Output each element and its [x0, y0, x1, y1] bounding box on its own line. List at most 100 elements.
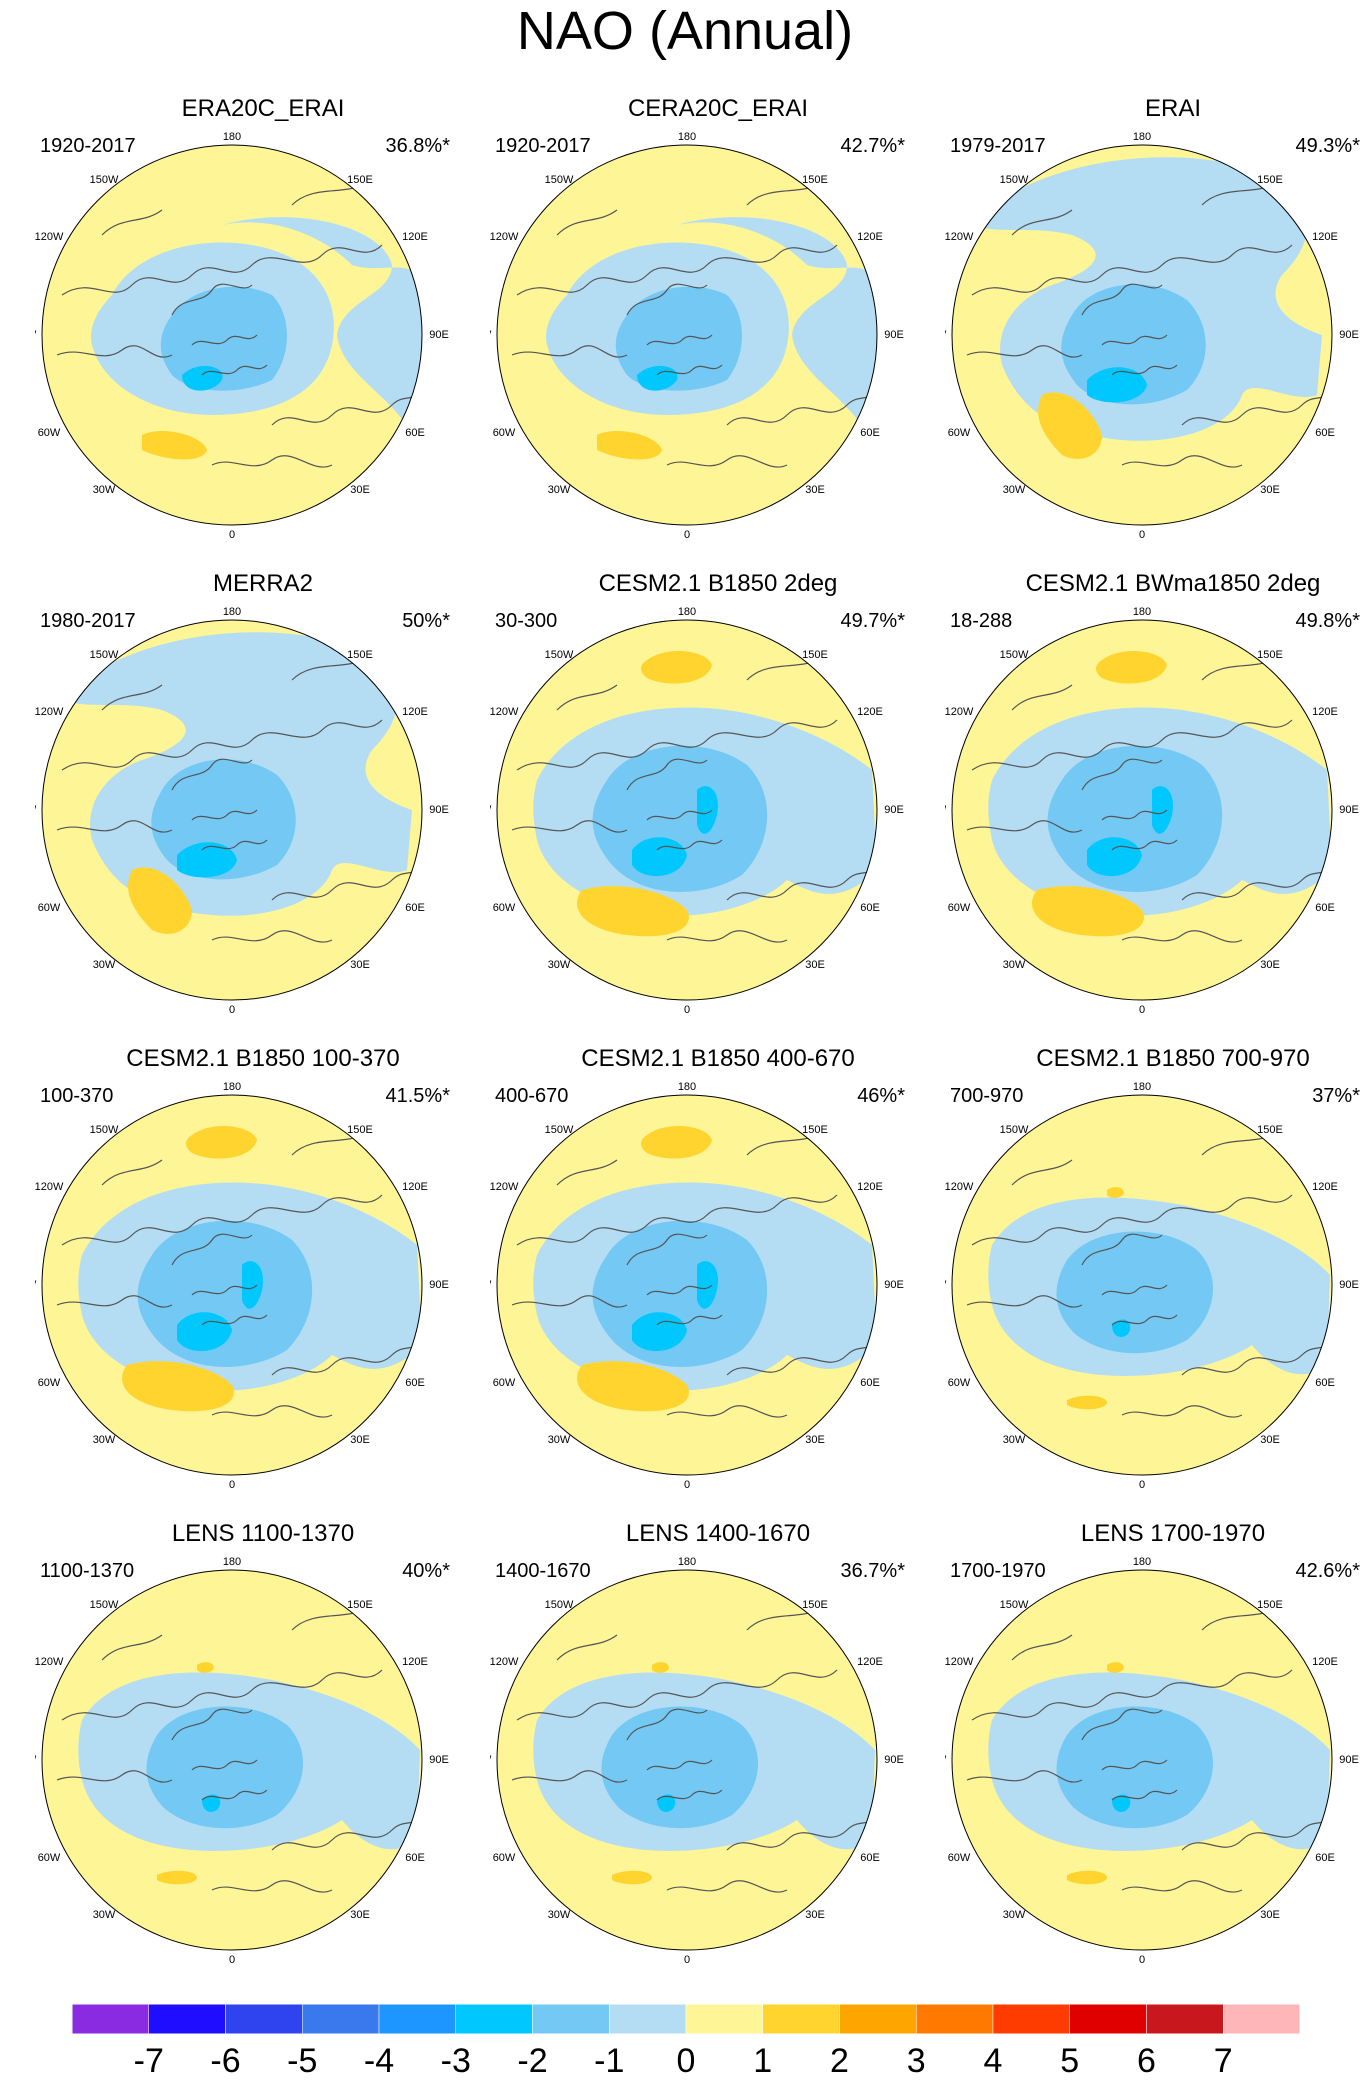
coastline: [56, 820, 173, 833]
contour-strong-negative: [1112, 1319, 1131, 1337]
colorbar-tick-label: 7: [1214, 2042, 1233, 2080]
coastline: [1101, 1284, 1168, 1296]
longitude-label: 180: [223, 1081, 241, 1093]
longitude-label: 90E: [884, 804, 904, 816]
coastline: [556, 1159, 618, 1186]
coastline: [726, 394, 873, 426]
coastline: [101, 1634, 163, 1661]
longitude-label: 150W: [545, 649, 574, 661]
contour-positive: [1096, 650, 1167, 684]
coastline: [1011, 684, 1073, 711]
longitude-label: 120E: [857, 231, 883, 243]
map-frame: [41, 144, 423, 526]
coastline: [201, 1314, 268, 1326]
coastline: [211, 1405, 333, 1418]
longitude-label: 150W: [545, 1124, 574, 1136]
longitude-label: 60W: [948, 902, 971, 914]
map-frame: [951, 1569, 1333, 1951]
coastline: [1181, 1819, 1328, 1851]
longitude-label: 60W: [493, 1852, 516, 1864]
panel-period: 700-970: [950, 1085, 1024, 1107]
longitude-label: 120W: [945, 706, 974, 718]
colorbar-swatch: [378, 2003, 456, 2035]
coastline: [171, 1233, 253, 1266]
longitude-label: 60W: [38, 1377, 61, 1389]
longitude-label: 60W: [38, 1852, 61, 1864]
longitude-label: 90W: [945, 1279, 947, 1291]
coastline: [646, 809, 713, 821]
colorbar-swatch: [302, 2003, 380, 2035]
longitude-label: 30E: [1260, 1434, 1280, 1446]
panel-variance-percent: 50%*: [402, 610, 450, 632]
colorbar-swatch: [762, 2003, 840, 2035]
longitude-label: 150E: [347, 649, 373, 661]
longitude-label: 180: [1133, 606, 1151, 618]
coastline: [726, 869, 873, 901]
panel-variance-percent: 36.8%*: [385, 135, 451, 157]
longitude-label: 60E: [1315, 1377, 1335, 1389]
longitude-label: 30W: [1003, 484, 1026, 496]
longitude-label: 180: [223, 606, 241, 618]
longitude-label: 60E: [860, 902, 880, 914]
longitude-label: 30W: [1003, 1909, 1026, 1921]
coastline: [1181, 1344, 1328, 1376]
longitude-label: 90E: [884, 1754, 904, 1766]
map-panel: LENS 1400-1670 1400-1670 36.7%* 180 150E 120E…: [490, 1520, 946, 1970]
longitude-label: 60E: [405, 902, 425, 914]
longitude-label: 30E: [1260, 959, 1280, 971]
panel-period: 1920-2017: [40, 135, 136, 157]
coastline: [511, 1770, 628, 1783]
coastline: [101, 209, 163, 236]
longitude-label: 60W: [38, 427, 61, 439]
coastline: [1101, 1759, 1168, 1771]
coastline: [191, 334, 258, 346]
contour-moderate-negative: [592, 745, 768, 892]
panel-title: ERAI: [1144, 95, 1201, 122]
panel-variance-percent: 46%*: [857, 1085, 905, 1107]
panel-period: 1700-1970: [950, 1560, 1046, 1582]
longitude-label: 30E: [350, 1909, 370, 1921]
longitude-label: 120E: [857, 706, 883, 718]
coastline: [56, 345, 173, 358]
longitude-label: 60E: [405, 427, 425, 439]
longitude-label: 150W: [90, 174, 119, 186]
panel-variance-percent: 41.5%*: [385, 1085, 451, 1107]
map-panel: ERAI 1979-2017 49.3%* 180 150E 120E 90E 60E 30E 0…: [945, 95, 1370, 545]
coastline: [666, 930, 788, 943]
colorbar-tick-label: -6: [210, 2042, 240, 2080]
longitude-label: 60E: [860, 1377, 880, 1389]
coastline: [101, 684, 163, 711]
longitude-label: 60E: [405, 1377, 425, 1389]
colorbar-swatch: [609, 2003, 687, 2035]
coastline: [211, 455, 333, 468]
coastline: [656, 839, 723, 851]
coastline: [271, 869, 418, 901]
colorbar-tick-label: -4: [364, 2042, 394, 2080]
colorbar-swatch: [839, 2003, 917, 2035]
map-panel: MERRA2 1980-2017 50%* 180 150E 120E 90E 60E 30E 0…: [35, 570, 491, 1020]
map-panel: CERA20C_ERAI 1920-2017 42.7%* 180 150E 120E 90…: [490, 95, 946, 545]
colorbar-tick-label: -5: [287, 2042, 317, 2080]
coastline: [201, 839, 268, 851]
longitude-label: 30W: [93, 1434, 116, 1446]
coastline: [1181, 869, 1328, 901]
coastline: [1121, 930, 1243, 943]
longitude-label: 90W: [35, 804, 37, 816]
panel-period: 100-370: [40, 1085, 114, 1107]
longitude-label: 30E: [1260, 484, 1280, 496]
longitude-label: 30E: [350, 484, 370, 496]
longitude-label: 60W: [38, 902, 61, 914]
coastline: [966, 1295, 1083, 1308]
map-panel: CESM2.1 B1850 2deg 30-300 49.7%* 180 150E 120…: [490, 570, 946, 1020]
coastline: [666, 455, 788, 468]
coastline: [1101, 334, 1168, 346]
colorbar-swatch: [916, 2003, 994, 2035]
coastline: [211, 1880, 333, 1893]
longitude-label: 90W: [945, 329, 947, 341]
longitude-label: 30W: [1003, 959, 1026, 971]
longitude-label: 150E: [1257, 174, 1283, 186]
coastline: [61, 1669, 383, 1721]
coastline: [626, 1708, 708, 1741]
colorbar-tick-label: -1: [594, 2042, 624, 2080]
panel-title: CESM2.1 B1850 700-970: [1036, 1045, 1310, 1072]
